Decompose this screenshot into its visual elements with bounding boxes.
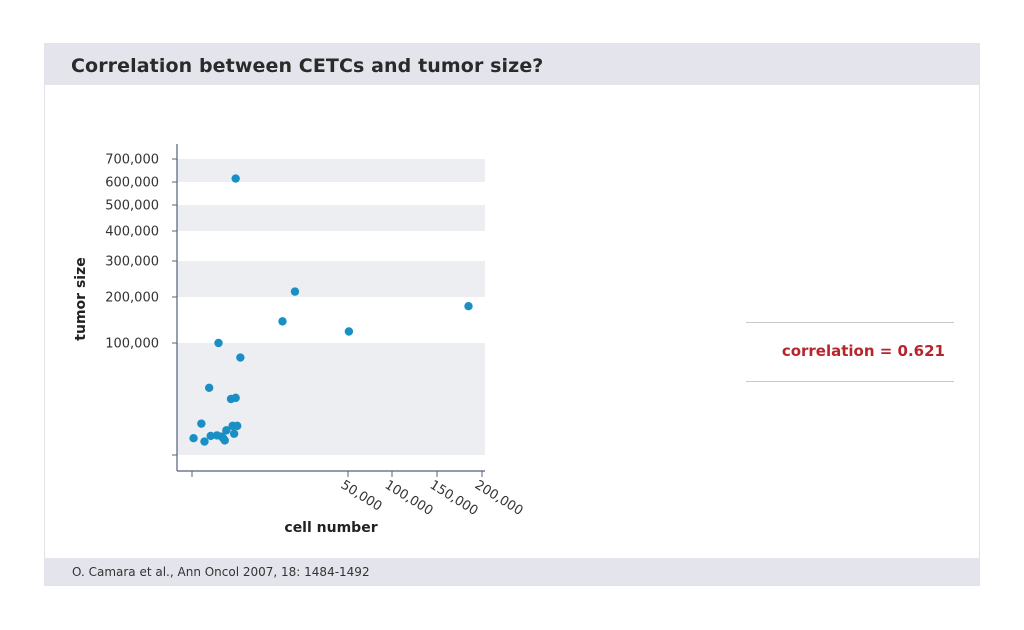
y-tick-label: 300,000 <box>105 255 159 270</box>
x-tick-label: 200,000 <box>472 478 526 519</box>
page-title: Correlation between CETCs and tumor size… <box>71 55 544 77</box>
x-tick-label: 100,000 <box>382 478 436 519</box>
data-point <box>464 302 473 311</box>
data-point <box>206 431 215 441</box>
footer-bar: O. Camara et al., Ann Oncol 2007, 18: 14… <box>45 558 979 585</box>
data-point <box>214 338 223 348</box>
correlation-label: correlation = 0.621 <box>781 342 945 360</box>
data-point <box>200 437 209 446</box>
x-tick-label: 50,000 <box>338 478 385 515</box>
data-point <box>290 287 300 296</box>
y-tick-label: 100,000 <box>105 337 159 352</box>
y-tick-label: 700,000 <box>105 153 159 168</box>
slide-card: Correlation between CETCs and tumor size… <box>44 43 980 586</box>
data-point <box>204 383 214 392</box>
y-tick-label: 400,000 <box>105 225 159 240</box>
y-tick-label: 200,000 <box>105 291 159 306</box>
data-point <box>236 353 245 362</box>
data-point <box>231 174 240 183</box>
data-point <box>189 434 198 443</box>
grid-band <box>177 205 485 231</box>
data-point <box>222 426 231 435</box>
data-point <box>197 419 206 428</box>
data-point <box>231 393 240 403</box>
y-tick-label: 600,000 <box>105 176 159 191</box>
scatter-plot: 100,000 200,000 300,000 400,000 500,000 600,0… <box>73 144 526 536</box>
header-bar: Correlation between CETCs and tumor size… <box>45 44 979 85</box>
data-point <box>344 327 354 336</box>
y-axis-title: tumor size <box>73 257 89 340</box>
x-axis-title: cell number <box>284 520 377 536</box>
grid-band <box>177 159 485 182</box>
grid-band <box>177 261 485 297</box>
data-point <box>229 429 239 438</box>
correlation-box: correlation = 0.621 <box>746 322 954 382</box>
y-tick-label: 500,000 <box>105 199 159 214</box>
data-point <box>233 421 242 431</box>
data-point <box>220 436 229 445</box>
x-tick-label: 150,000 <box>427 478 481 519</box>
data-point <box>278 317 287 326</box>
citation: O. Camara et al., Ann Oncol 2007, 18: 14… <box>72 565 370 579</box>
